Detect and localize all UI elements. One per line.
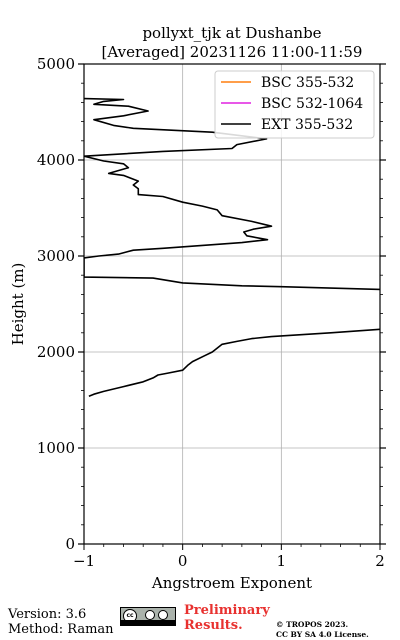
x-tick-label: 1	[277, 552, 287, 570]
preliminary-line-1: Preliminary	[184, 603, 270, 618]
copyright-line-1: © TROPOS 2023.	[276, 620, 349, 629]
y-tick-label: 1000	[37, 439, 75, 457]
series-line-ext-355-532	[84, 97, 380, 397]
x-axis-label: Angstroem Exponent	[151, 574, 312, 592]
y-tick-label: 0	[65, 535, 75, 553]
copyright-notice: © TROPOS 2023. CC BY SA 4.0 License.	[276, 620, 369, 640]
badge-band	[121, 620, 175, 625]
series-layer	[84, 97, 380, 397]
y-tick-label: 5000	[37, 55, 75, 73]
copyright-line-2: CC BY SA 4.0 License.	[276, 630, 369, 639]
y-tick-label: 3000	[37, 247, 75, 265]
legend: BSC 355-532 BSC 532-1064 EXT 355-532	[214, 70, 375, 139]
y-tick-label: 2000	[37, 343, 75, 361]
chart-title-line-2: [Averaged] 20231126 11:00-11:59	[102, 43, 363, 61]
x-tick-label: 2	[375, 552, 385, 570]
plot-frame	[83, 63, 381, 545]
legend-entry-label: EXT 355-532	[261, 117, 353, 133]
x-tick-label: −1	[73, 552, 95, 570]
legend-box	[214, 70, 375, 139]
method-label: Method: Raman	[8, 622, 114, 637]
legend-entry-label: BSC 532-1064	[261, 96, 363, 112]
y-tick-label: 4000	[37, 151, 75, 169]
x-tick-label: 0	[178, 552, 188, 570]
y-axis-label: Height (m)	[9, 263, 27, 346]
cc-by-sa-badge-icon: cc	[120, 607, 176, 626]
version-label: Version: 3.6	[8, 607, 87, 622]
share-alike-icon	[158, 610, 168, 620]
attribution-icon	[145, 610, 155, 620]
preliminary-line-2: Results.	[184, 618, 243, 633]
chart-title-line-1: pollyxt_tjk at Dushanbe	[142, 24, 321, 42]
preliminary-label: Preliminary Results.	[184, 603, 270, 633]
legend-entry-label: BSC 355-532	[261, 75, 354, 91]
